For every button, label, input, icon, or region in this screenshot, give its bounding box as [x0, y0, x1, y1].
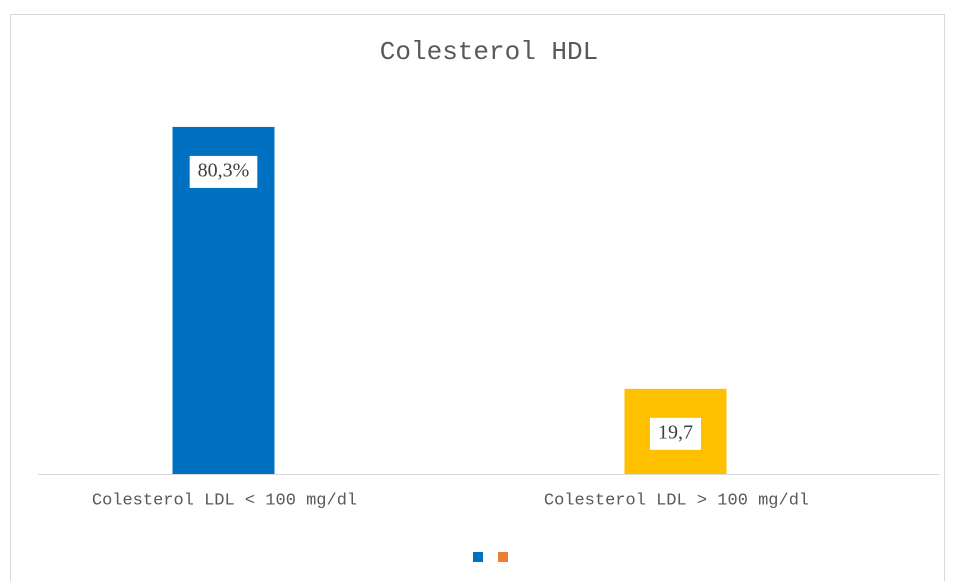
legend-swatch	[473, 552, 483, 562]
chart-border	[10, 14, 945, 581]
data-label-box	[189, 155, 258, 188]
data-label-box	[650, 417, 701, 450]
x-tick-label: Colesterol LDL < 100 mg/dl	[92, 491, 357, 510]
legend-swatch	[498, 552, 508, 562]
data-label: 80,3%	[198, 160, 250, 182]
chart-title: Colesterol HDL	[380, 37, 598, 67]
data-label: 19,7	[658, 421, 693, 443]
x-tick-label: Colesterol LDL > 100 mg/dl	[544, 491, 809, 510]
